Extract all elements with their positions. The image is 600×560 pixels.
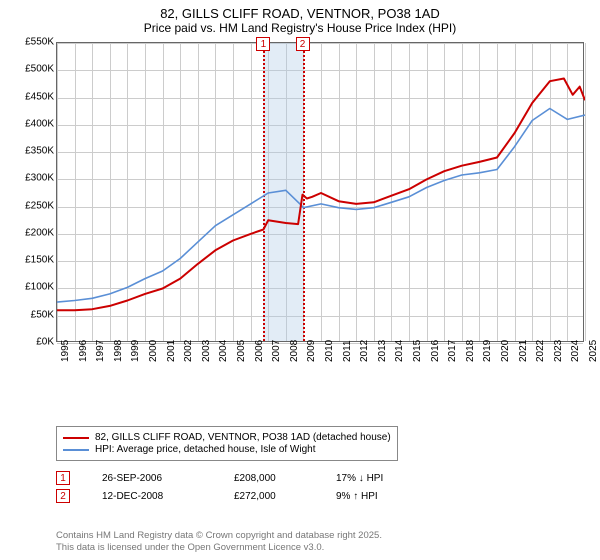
x-axis-label: 2017 [447, 340, 458, 362]
series-price_paid [57, 79, 585, 311]
y-axis-label: £400K [8, 118, 54, 129]
sale-row: 1 26-SEP-2006 £208,000 17% ↓ HPI [56, 471, 586, 485]
x-axis-label: 2006 [254, 340, 265, 362]
x-axis-label: 2004 [218, 340, 229, 362]
x-axis-label: 2018 [465, 340, 476, 362]
legend-box: 82, GILLS CLIFF ROAD, VENTNOR, PO38 1AD … [56, 426, 398, 461]
x-axis-label: 2012 [359, 340, 370, 362]
legend-label: HPI: Average price, detached house, Isle… [95, 444, 316, 455]
sale-price: £272,000 [234, 491, 304, 502]
sale-row: 2 12-DEC-2008 £272,000 9% ↑ HPI [56, 489, 586, 503]
footer-line2: This data is licensed under the Open Gov… [56, 542, 382, 554]
y-axis-label: £550K [8, 37, 54, 48]
title-area: 82, GILLS CLIFF ROAD, VENTNOR, PO38 1AD … [0, 0, 600, 35]
y-axis-label: £500K [8, 64, 54, 75]
legend-label: 82, GILLS CLIFF ROAD, VENTNOR, PO38 1AD … [95, 432, 391, 443]
x-axis-label: 2013 [377, 340, 388, 362]
legend-and-sales: 82, GILLS CLIFF ROAD, VENTNOR, PO38 1AD … [56, 426, 586, 507]
sale-price: £208,000 [234, 473, 304, 484]
x-axis-label: 2001 [166, 340, 177, 362]
y-axis-label: £50K [8, 309, 54, 320]
x-axis-label: 2003 [201, 340, 212, 362]
y-axis-label: £200K [8, 227, 54, 238]
series-svg [57, 43, 585, 343]
chart-container: 82, GILLS CLIFF ROAD, VENTNOR, PO38 1AD … [0, 0, 600, 560]
sale-marker: 2 [56, 489, 70, 503]
sales-table: 1 26-SEP-2006 £208,000 17% ↓ HPI 2 12-DEC-200… [56, 471, 586, 503]
x-axis-label: 2022 [535, 340, 546, 362]
x-axis-label: 2020 [500, 340, 511, 362]
y-axis-label: £450K [8, 91, 54, 102]
title-line2: Price paid vs. HM Land Registry's House … [0, 21, 600, 35]
legend-swatch [63, 449, 89, 451]
x-axis-label: 2000 [148, 340, 159, 362]
y-axis-label: £300K [8, 173, 54, 184]
sale-date: 26-SEP-2006 [102, 473, 202, 484]
sale-diff: 9% ↑ HPI [336, 491, 416, 502]
x-axis-label: 1999 [130, 340, 141, 362]
x-axis-label: 1997 [95, 340, 106, 362]
legend-row: HPI: Average price, detached house, Isle… [63, 444, 391, 455]
x-axis-label: 2007 [271, 340, 282, 362]
sale-marker: 1 [56, 471, 70, 485]
x-axis-label: 2010 [324, 340, 335, 362]
title-line1: 82, GILLS CLIFF ROAD, VENTNOR, PO38 1AD [0, 6, 600, 21]
x-axis-label: 2008 [289, 340, 300, 362]
y-axis-label: £250K [8, 200, 54, 211]
footer-line1: Contains HM Land Registry data © Crown c… [56, 530, 382, 542]
x-axis-label: 2023 [553, 340, 564, 362]
x-axis-label: 1995 [60, 340, 71, 362]
y-axis-label: £0K [8, 337, 54, 348]
y-axis-label: £150K [8, 255, 54, 266]
x-axis-label: 2025 [588, 340, 599, 362]
x-axis-label: 1998 [113, 340, 124, 362]
x-axis-label: 2014 [394, 340, 405, 362]
sale-diff: 17% ↓ HPI [336, 473, 416, 484]
sale-date: 12-DEC-2008 [102, 491, 202, 502]
x-axis-label: 2002 [183, 340, 194, 362]
x-axis-label: 2005 [236, 340, 247, 362]
footer: Contains HM Land Registry data © Crown c… [56, 530, 382, 554]
legend-row: 82, GILLS CLIFF ROAD, VENTNOR, PO38 1AD … [63, 432, 391, 443]
x-axis-label: 2016 [430, 340, 441, 362]
x-axis-label: 2009 [306, 340, 317, 362]
x-axis-label: 2011 [342, 340, 353, 362]
x-axis-label: 2015 [412, 340, 423, 362]
x-axis-label: 2019 [482, 340, 493, 362]
y-axis-label: £350K [8, 146, 54, 157]
plot-area: 12 [56, 42, 584, 342]
x-axis-label: 2024 [570, 340, 581, 362]
x-axis-label: 1996 [78, 340, 89, 362]
series-hpi [57, 109, 585, 303]
grid-line-v [585, 43, 586, 341]
y-axis-label: £100K [8, 282, 54, 293]
chart-area: 12 £0K £50K £100K £150K £200K £250K £300K £350K… [8, 42, 592, 382]
x-axis-label: 2021 [518, 340, 529, 362]
legend-swatch [63, 437, 89, 439]
